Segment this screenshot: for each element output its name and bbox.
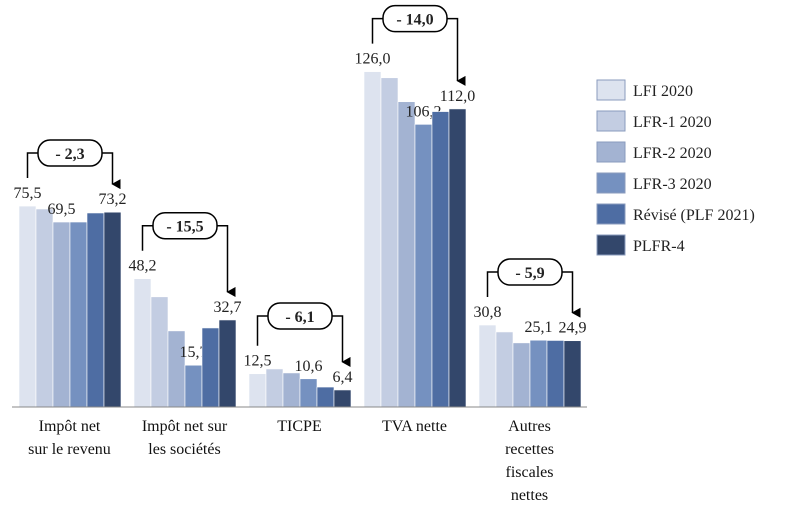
bar xyxy=(133,278,152,408)
bar xyxy=(546,340,565,408)
annotation-box xyxy=(152,211,218,240)
annotation: - 14,0 xyxy=(396,12,433,29)
legend-label: Révisé (PLF 2021) xyxy=(633,207,755,224)
bar xyxy=(414,124,433,408)
legend-swatch xyxy=(596,172,626,194)
bar xyxy=(363,71,382,408)
legend-swatch xyxy=(596,110,626,132)
data-label: 10,6 xyxy=(295,358,323,375)
data-label: 126,0 xyxy=(355,51,391,68)
data-label: 112,0 xyxy=(440,88,475,105)
legend-swatch xyxy=(596,79,626,101)
bar xyxy=(316,386,335,408)
x-tick-label: Impôt net sur le revenu xyxy=(28,418,111,458)
legend-label: LFR-3 2020 xyxy=(633,176,712,193)
legend-swatch xyxy=(596,203,626,225)
bar xyxy=(380,77,399,408)
bar xyxy=(495,331,514,408)
bar xyxy=(103,211,122,408)
annotation: - 5,9 xyxy=(515,265,544,282)
legend-label: LFR-2 2020 xyxy=(633,145,712,162)
bar xyxy=(150,296,169,408)
bar xyxy=(333,389,352,408)
bar xyxy=(529,339,548,408)
bar xyxy=(52,221,71,408)
data-label: 69,5 xyxy=(48,201,76,218)
bar xyxy=(86,212,105,408)
data-label: 25,1 xyxy=(525,319,553,336)
bar xyxy=(282,372,301,408)
bar xyxy=(448,108,467,408)
data-label: 12,5 xyxy=(244,353,272,370)
x-tick-label: TICPE xyxy=(277,418,322,435)
annotation-box xyxy=(37,139,103,167)
annotation-box xyxy=(497,258,563,286)
bar xyxy=(265,368,284,408)
annotation: - 15,5 xyxy=(166,219,203,236)
data-label: 6,4 xyxy=(333,369,353,386)
data-label: 48,2 xyxy=(129,258,157,275)
bar xyxy=(397,101,416,408)
legend-label: LFI 2020 xyxy=(633,83,693,100)
data-label: 75,5 xyxy=(14,185,42,202)
bar xyxy=(167,330,186,408)
data-label: 73,2 xyxy=(99,191,127,208)
bar xyxy=(563,340,582,408)
bar xyxy=(478,324,497,408)
legend-swatch xyxy=(596,141,626,163)
x-tick-label: TVA nette xyxy=(381,418,448,435)
bar xyxy=(18,205,37,408)
data-label: 30,8 xyxy=(474,304,502,321)
bar xyxy=(431,111,450,408)
bar xyxy=(201,327,220,408)
annotation: - 6,1 xyxy=(285,309,314,326)
bar xyxy=(35,208,54,408)
data-label: 24,9 xyxy=(559,320,587,337)
bar xyxy=(512,342,531,408)
annotation-box xyxy=(267,302,333,330)
legend-label: PLFR-4 xyxy=(633,238,685,255)
annotation-box xyxy=(382,4,448,33)
data-label: 32,7 xyxy=(214,299,242,316)
bar xyxy=(248,373,267,408)
data-label: 15,7 xyxy=(180,344,208,361)
x-tick-label: Autres recettes fiscales nettes xyxy=(505,418,554,504)
bar xyxy=(184,364,203,408)
annotation: - 2,3 xyxy=(55,146,84,163)
x-tick-label: Impôt net sur les sociétés xyxy=(141,418,228,458)
bar xyxy=(218,319,237,408)
bar xyxy=(69,221,88,408)
legend-label: LFR-1 2020 xyxy=(633,114,712,131)
bar xyxy=(299,378,318,408)
legend-swatch xyxy=(596,234,626,256)
